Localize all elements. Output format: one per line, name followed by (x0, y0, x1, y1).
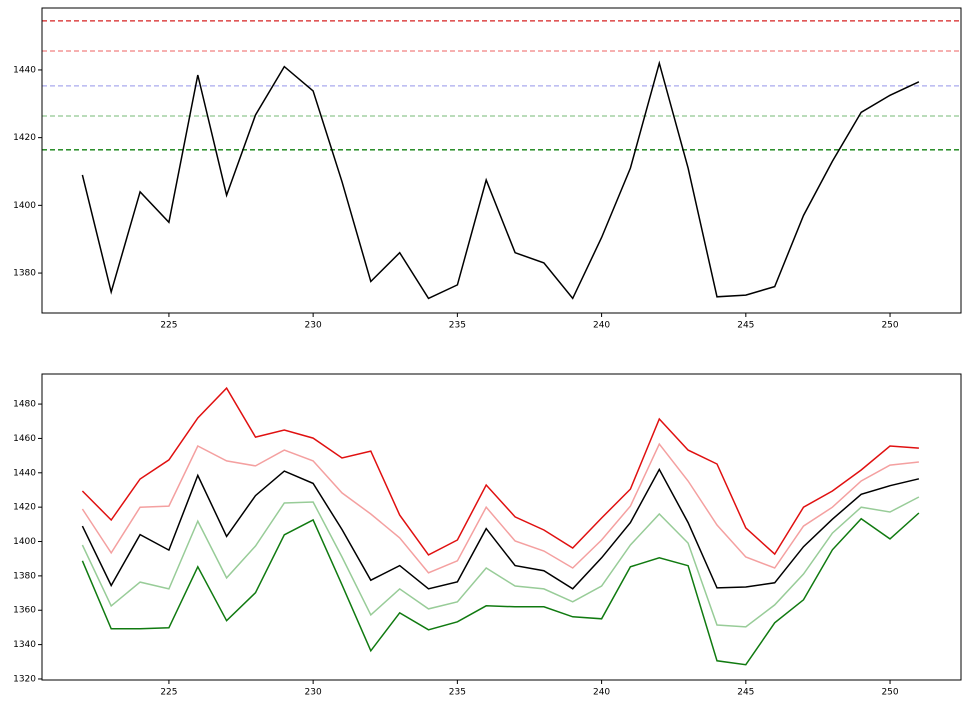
x-tick-label: 225 (160, 688, 177, 698)
x-tick-label: 250 (881, 321, 898, 331)
x-tick-label: 235 (449, 321, 466, 331)
y-tick-label: 1400 (13, 537, 36, 547)
series-line (81, 60, 920, 300)
y-tick-label: 1480 (13, 400, 36, 410)
x-tick-label: 250 (881, 688, 898, 698)
x-tick-label: 235 (449, 688, 466, 698)
x-tick-label: 245 (737, 688, 754, 698)
plot-frame (41, 373, 962, 681)
y-tick-label: 1360 (13, 606, 36, 616)
y-tick-label: 1440 (13, 65, 36, 75)
x-tick-label: 230 (305, 321, 322, 331)
y-tick-label: 1380 (13, 269, 36, 279)
y-tick-label: 1380 (13, 571, 36, 581)
y-tick-label: 1320 (13, 674, 36, 684)
plot-frame (41, 7, 962, 314)
y-tick-label: 1400 (13, 201, 36, 211)
series-line (81, 467, 920, 590)
y-tick-label: 1460 (13, 434, 36, 444)
y-tick-label: 1420 (13, 503, 36, 513)
series-line (81, 512, 920, 666)
x-tick-label: 240 (593, 321, 610, 331)
y-tick-label: 1420 (13, 133, 36, 143)
x-tick-label: 225 (160, 321, 177, 331)
series-line (81, 442, 919, 574)
y-tick-label: 1340 (13, 640, 36, 650)
x-tick-label: 230 (305, 688, 322, 698)
x-tick-label: 240 (593, 688, 610, 698)
series-line (81, 496, 920, 628)
series-line (81, 386, 919, 556)
x-tick-label: 245 (737, 321, 754, 331)
y-tick-label: 1440 (13, 468, 36, 478)
